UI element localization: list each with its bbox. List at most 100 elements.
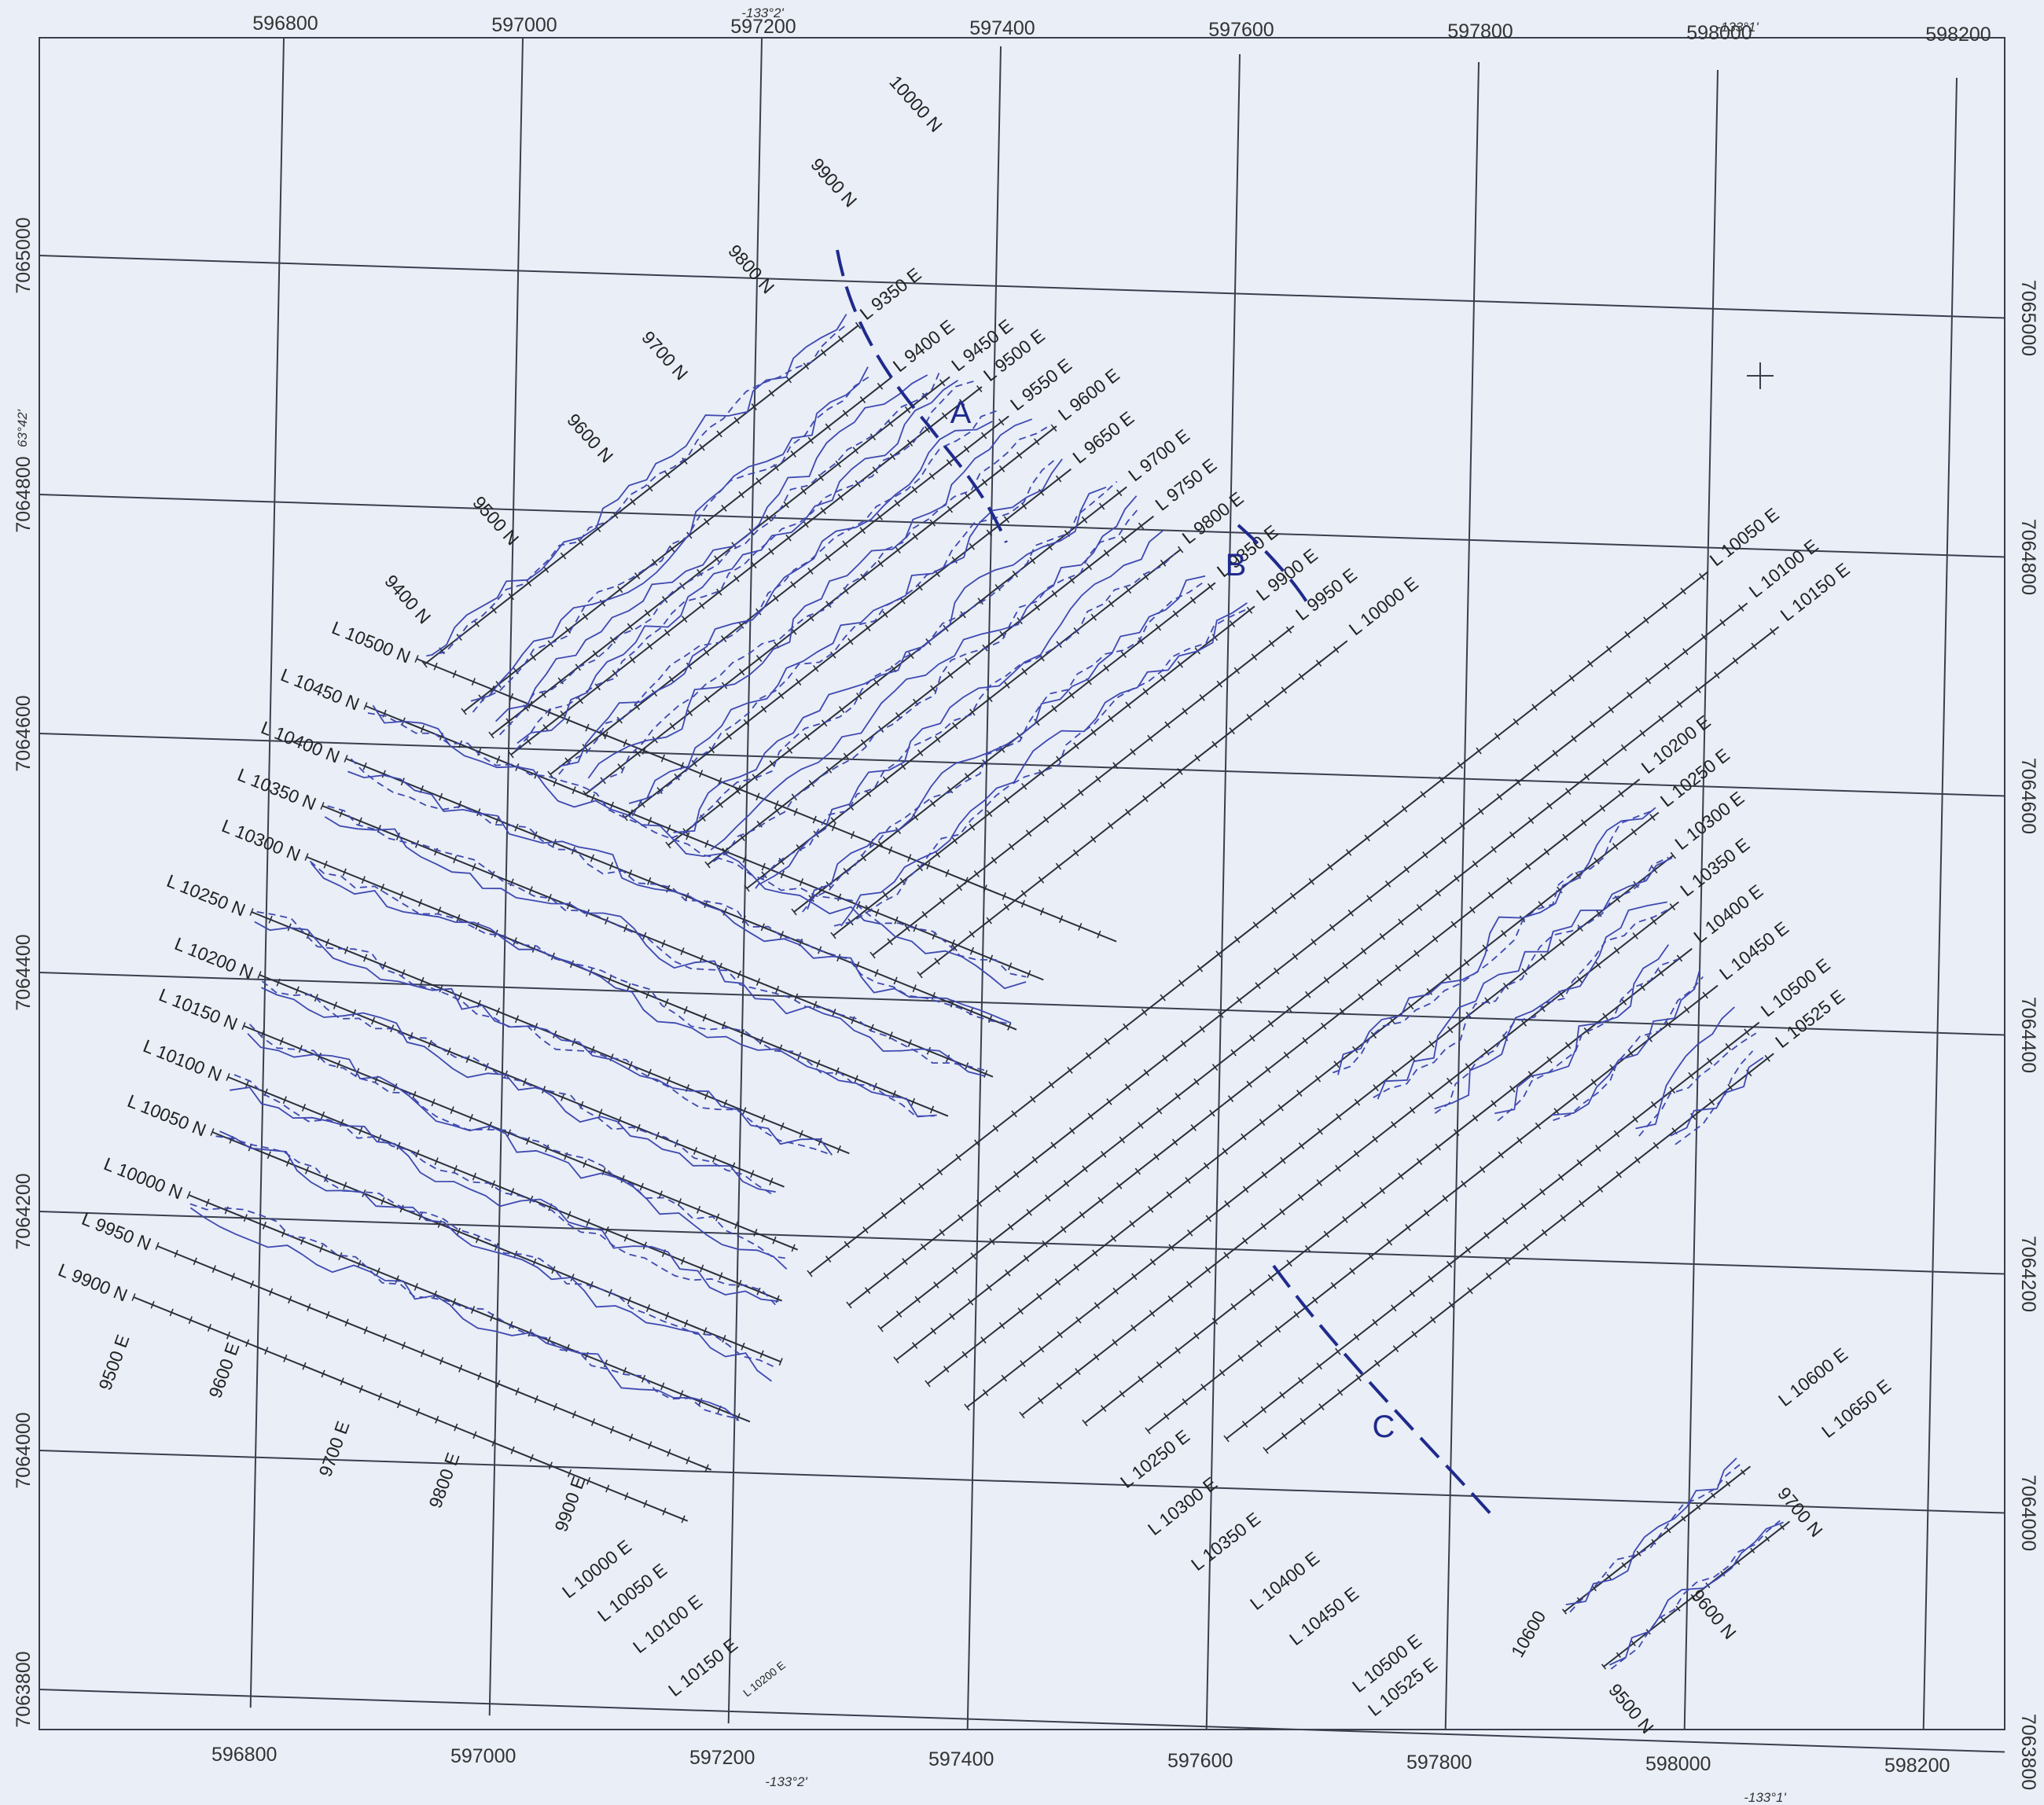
- easting-label-top: 597400: [969, 17, 1035, 39]
- easting-gridline: [1683, 69, 1719, 1730]
- survey-line-ne: [1226, 1021, 1760, 1439]
- survey-line-se: [259, 974, 785, 1188]
- profile-dashed: [1610, 1520, 1781, 1670]
- survey-line-ne-ticks: [1019, 903, 1676, 1419]
- survey-line-ne: [793, 582, 1216, 913]
- northing-label-west: 7064800: [13, 456, 35, 532]
- northing-label-west: 7065000: [13, 217, 35, 293]
- profile-dashed: [802, 581, 1204, 913]
- northing-label-east: 7064400: [2017, 997, 2039, 1073]
- northing-gridline: [39, 494, 2005, 558]
- northing-label-east: 7063800: [2017, 1714, 2039, 1790]
- profile-solid: [1551, 969, 1701, 1116]
- profile-solid: [372, 704, 1027, 990]
- survey-line-ne-ticks: [869, 626, 1292, 959]
- easting-label-top: 597600: [1208, 19, 1274, 41]
- survey-line-ne: [1084, 947, 1693, 1424]
- survey-line-ne-ticks: [807, 573, 1705, 1277]
- survey-line-ne-ticks: [925, 814, 1656, 1388]
- survey-line-ne-ticks: [1263, 1054, 1771, 1454]
- survey-line-se-ticks: [186, 1191, 741, 1421]
- easting-gridline: [727, 38, 763, 1724]
- profile-dashed: [367, 712, 1027, 978]
- lon-label-bottom-west: -133°2': [765, 1774, 807, 1789]
- profile-solid: [247, 1033, 788, 1270]
- profile-dashed: [309, 860, 935, 1117]
- easting-label-top: 596800: [252, 13, 318, 35]
- profile-dashed: [515, 380, 974, 751]
- survey-line-ne-ticks: [917, 645, 1340, 979]
- profile-dashed: [1497, 958, 1678, 1122]
- survey-line-ne-ticks: [583, 425, 1057, 798]
- anomaly-trace-c: [1272, 1264, 1495, 1519]
- northing-gridline: [39, 255, 2005, 319]
- anomaly-label-b: B: [1226, 548, 1247, 583]
- anomaly-trace-a: [836, 249, 1008, 543]
- profile-solid: [673, 486, 1107, 833]
- easting-gridline: [1205, 53, 1241, 1730]
- northing-label-east: 7064000: [2017, 1475, 2039, 1551]
- northing-label-west: 7064400: [13, 934, 35, 1010]
- profile-solid: [347, 770, 1012, 1024]
- survey-line-ne: [809, 571, 1709, 1274]
- profile-dashed: [755, 553, 1175, 889]
- profile-solid: [230, 1086, 779, 1303]
- survey-line-se-ticks: [131, 1293, 686, 1524]
- survey-line-ne: [833, 605, 1255, 936]
- survey-line-se: [243, 1025, 799, 1251]
- profile-dashed: [350, 758, 1009, 1024]
- profile-solid: [559, 421, 993, 767]
- profile-solid: [1494, 944, 1670, 1115]
- anomaly-label-a: A: [950, 395, 972, 430]
- profile-solid: [470, 366, 869, 702]
- profile-solid: [710, 495, 1138, 851]
- survey-line-ne: [510, 386, 983, 755]
- profile-dashed: [1332, 809, 1655, 1074]
- profile-solid: [1434, 901, 1667, 1110]
- profile-dashed: [426, 323, 848, 657]
- profile-dashed: [1638, 1032, 1757, 1137]
- northing-label-east: 7064800: [2017, 519, 2039, 595]
- profile-solid: [517, 380, 958, 744]
- easting-label-bottom: 597000: [450, 1745, 516, 1767]
- profile-solid: [311, 862, 937, 1118]
- northing-label-west: 7064200: [13, 1173, 35, 1249]
- profile-dashed: [1434, 908, 1671, 1114]
- profile-solid: [628, 458, 1063, 804]
- easting-label-bottom: 597200: [689, 1747, 755, 1769]
- profile-dashed: [189, 1203, 738, 1420]
- profile-dashed: [472, 376, 869, 713]
- survey-line-se: [227, 1076, 783, 1302]
- profile-dashed: [215, 1135, 776, 1369]
- northing-gridline: [39, 733, 2005, 797]
- survey-line-se-ticks: [210, 1128, 783, 1366]
- profile-solid: [759, 530, 1164, 885]
- survey-line-ne-ticks: [744, 546, 1184, 892]
- easting-gridline: [1444, 61, 1480, 1730]
- easting-label-bottom: 597600: [1167, 1750, 1233, 1772]
- profile-dashed: [498, 370, 941, 736]
- easting-label-bottom: 597800: [1406, 1752, 1472, 1774]
- survey-line-se-ticks: [155, 1242, 709, 1472]
- survey-line-se-east: [1603, 1520, 1791, 1667]
- coordinate-labels: 596800 596800 597000 597000 597200 597200 5974…: [13, 13, 2039, 1790]
- survey-line-se: [416, 658, 1117, 943]
- profile-dashed: [1553, 976, 1704, 1121]
- northing-label-west: 7063800: [13, 1651, 35, 1727]
- survey-line-ne: [585, 425, 1057, 795]
- profile-solid: [1609, 1521, 1784, 1666]
- survey-line-ne-ticks: [508, 385, 983, 759]
- survey-line-ne: [880, 626, 1780, 1329]
- northing-gridline: [39, 1211, 2005, 1275]
- survey-line-ne-ticks: [1145, 991, 1708, 1435]
- northing-label-west: 7064600: [13, 695, 35, 771]
- profile-solid: [1337, 807, 1656, 1075]
- survey-line-ne: [872, 625, 1295, 956]
- northing-label-east: 7064200: [2017, 1236, 2039, 1312]
- survey-line-se: [156, 1245, 712, 1471]
- survey-line-se: [365, 705, 1044, 981]
- map-frame: [39, 37, 2005, 1730]
- survey-line-se-east-ticks: [1561, 1469, 1746, 1615]
- easting-gridline: [488, 37, 524, 1716]
- northing-gridline: [39, 972, 2005, 1036]
